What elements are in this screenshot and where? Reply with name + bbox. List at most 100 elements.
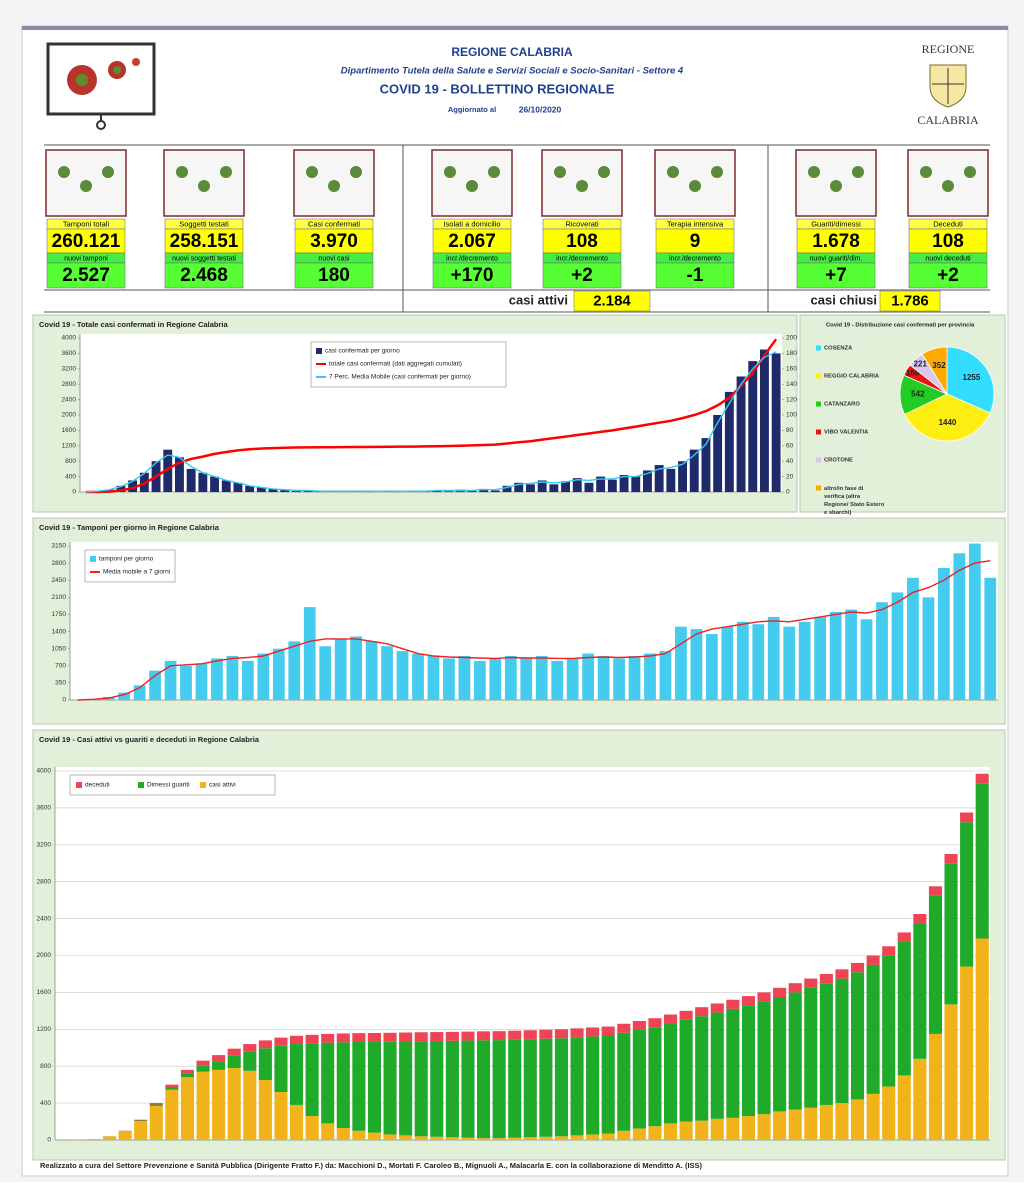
bar (598, 656, 610, 700)
bar-segment (835, 979, 848, 1103)
bar-segment (960, 813, 973, 823)
bar-segment (680, 1011, 693, 1020)
bar (335, 639, 347, 700)
bar-segment (617, 1131, 630, 1140)
bar-segment (586, 1036, 599, 1134)
legend-label: tamponi per giorno (99, 556, 154, 563)
bar-segment (399, 1033, 412, 1042)
updated-date: 26/10/2020 (519, 104, 562, 114)
bar-segment (867, 1094, 880, 1140)
bar (721, 627, 733, 700)
bar-segment (757, 1002, 770, 1115)
legend-label: 7 Perc. Media Mobile (casi confermati pe… (329, 374, 471, 381)
bar-segment (726, 1118, 739, 1140)
bar (505, 656, 517, 700)
legend-label: casi confermati per giorno (325, 348, 400, 355)
stat-label: Tamponi totali (63, 219, 110, 228)
y-tick-label: 2000 (37, 952, 52, 959)
bar-segment (165, 1085, 178, 1087)
bar-segment (134, 1120, 147, 1121)
bar-segment (913, 914, 926, 924)
bar-segment (383, 1033, 396, 1042)
bar-segment (446, 1032, 459, 1041)
bar (861, 619, 873, 700)
bar-segment (274, 1046, 287, 1092)
bar-segment (274, 1038, 287, 1046)
stat-icon-figure (80, 180, 92, 192)
bar-segment (461, 1041, 474, 1138)
bar-segment (633, 1128, 646, 1140)
bar-segment (789, 1110, 802, 1140)
bar-segment (274, 1092, 287, 1140)
bar-segment (820, 983, 833, 1105)
bar-segment (181, 1074, 194, 1078)
bar-segment (664, 1024, 677, 1124)
bar (725, 392, 734, 492)
bar-segment (150, 1103, 163, 1104)
bar-segment (508, 1031, 521, 1040)
bar (953, 553, 965, 700)
chart-title: Covid 19 - Distribuzione casi confermati… (826, 323, 975, 329)
y-tick-label: 2400 (37, 915, 52, 922)
header-department: Dipartimento Tutela della Salute e Servi… (341, 66, 684, 77)
bar (443, 658, 455, 700)
bar-segment (415, 1032, 428, 1041)
bar-segment (150, 1106, 163, 1140)
stat-icon-figure (220, 166, 232, 178)
bar-segment (493, 1031, 506, 1040)
y-tick-label: 2000 (62, 412, 77, 419)
bar-segment (165, 1087, 178, 1090)
bar (737, 377, 746, 493)
bar (907, 578, 919, 700)
bar-segment (820, 974, 833, 983)
bar-segment (555, 1029, 568, 1038)
bar-segment (711, 1119, 724, 1140)
bar-segment (867, 965, 880, 1094)
y-tick-label: 1200 (62, 443, 77, 450)
bar (549, 484, 558, 492)
bar-segment (461, 1138, 474, 1140)
stat-value: 108 (932, 231, 964, 252)
bar (180, 666, 192, 700)
y-tick-label: 800 (65, 458, 76, 465)
bar (666, 469, 675, 492)
top-rule (22, 26, 1008, 30)
bar-segment (898, 942, 911, 1075)
bar-segment (212, 1055, 225, 1061)
bar (196, 663, 208, 700)
bar-segment (695, 1121, 708, 1140)
summary-value: 2.184 (593, 292, 631, 309)
stat-sublabel: nuovi soggetti testati (172, 255, 236, 262)
bar-segment (944, 864, 957, 1005)
bar (273, 649, 285, 700)
stat-icon-figure (444, 166, 456, 178)
y-tick-label: 0 (62, 697, 66, 704)
bar (350, 636, 362, 700)
bar-segment (555, 1136, 568, 1140)
bar-segment (493, 1040, 506, 1138)
bar-segment (87, 1139, 100, 1140)
bar-segment (617, 1024, 630, 1033)
plot-area (55, 767, 990, 1140)
chart-title: Covid 19 - Tamponi per giorno in Regione… (39, 523, 220, 532)
stat-icon-figure (176, 166, 188, 178)
bar-segment (539, 1030, 552, 1039)
legend-swatch (816, 402, 821, 407)
bar-segment (539, 1039, 552, 1137)
bar-segment (960, 967, 973, 1140)
bar (227, 656, 239, 700)
stat-icon-figure (554, 166, 566, 178)
plot-area (70, 542, 998, 700)
y-tick-label: 1750 (52, 611, 67, 618)
legend-label: Media mobile a 7 giorni (103, 569, 170, 576)
stat-sublabel: incr./decremento (446, 255, 498, 262)
y-tick-label: 1050 (52, 645, 67, 652)
y-tick-label: 2800 (52, 560, 67, 567)
bar-segment (586, 1027, 599, 1036)
bar (165, 661, 177, 700)
y-tick-label: 0 (72, 489, 76, 496)
bar-segment (228, 1068, 241, 1140)
stat-label: Deceduti (933, 219, 963, 228)
